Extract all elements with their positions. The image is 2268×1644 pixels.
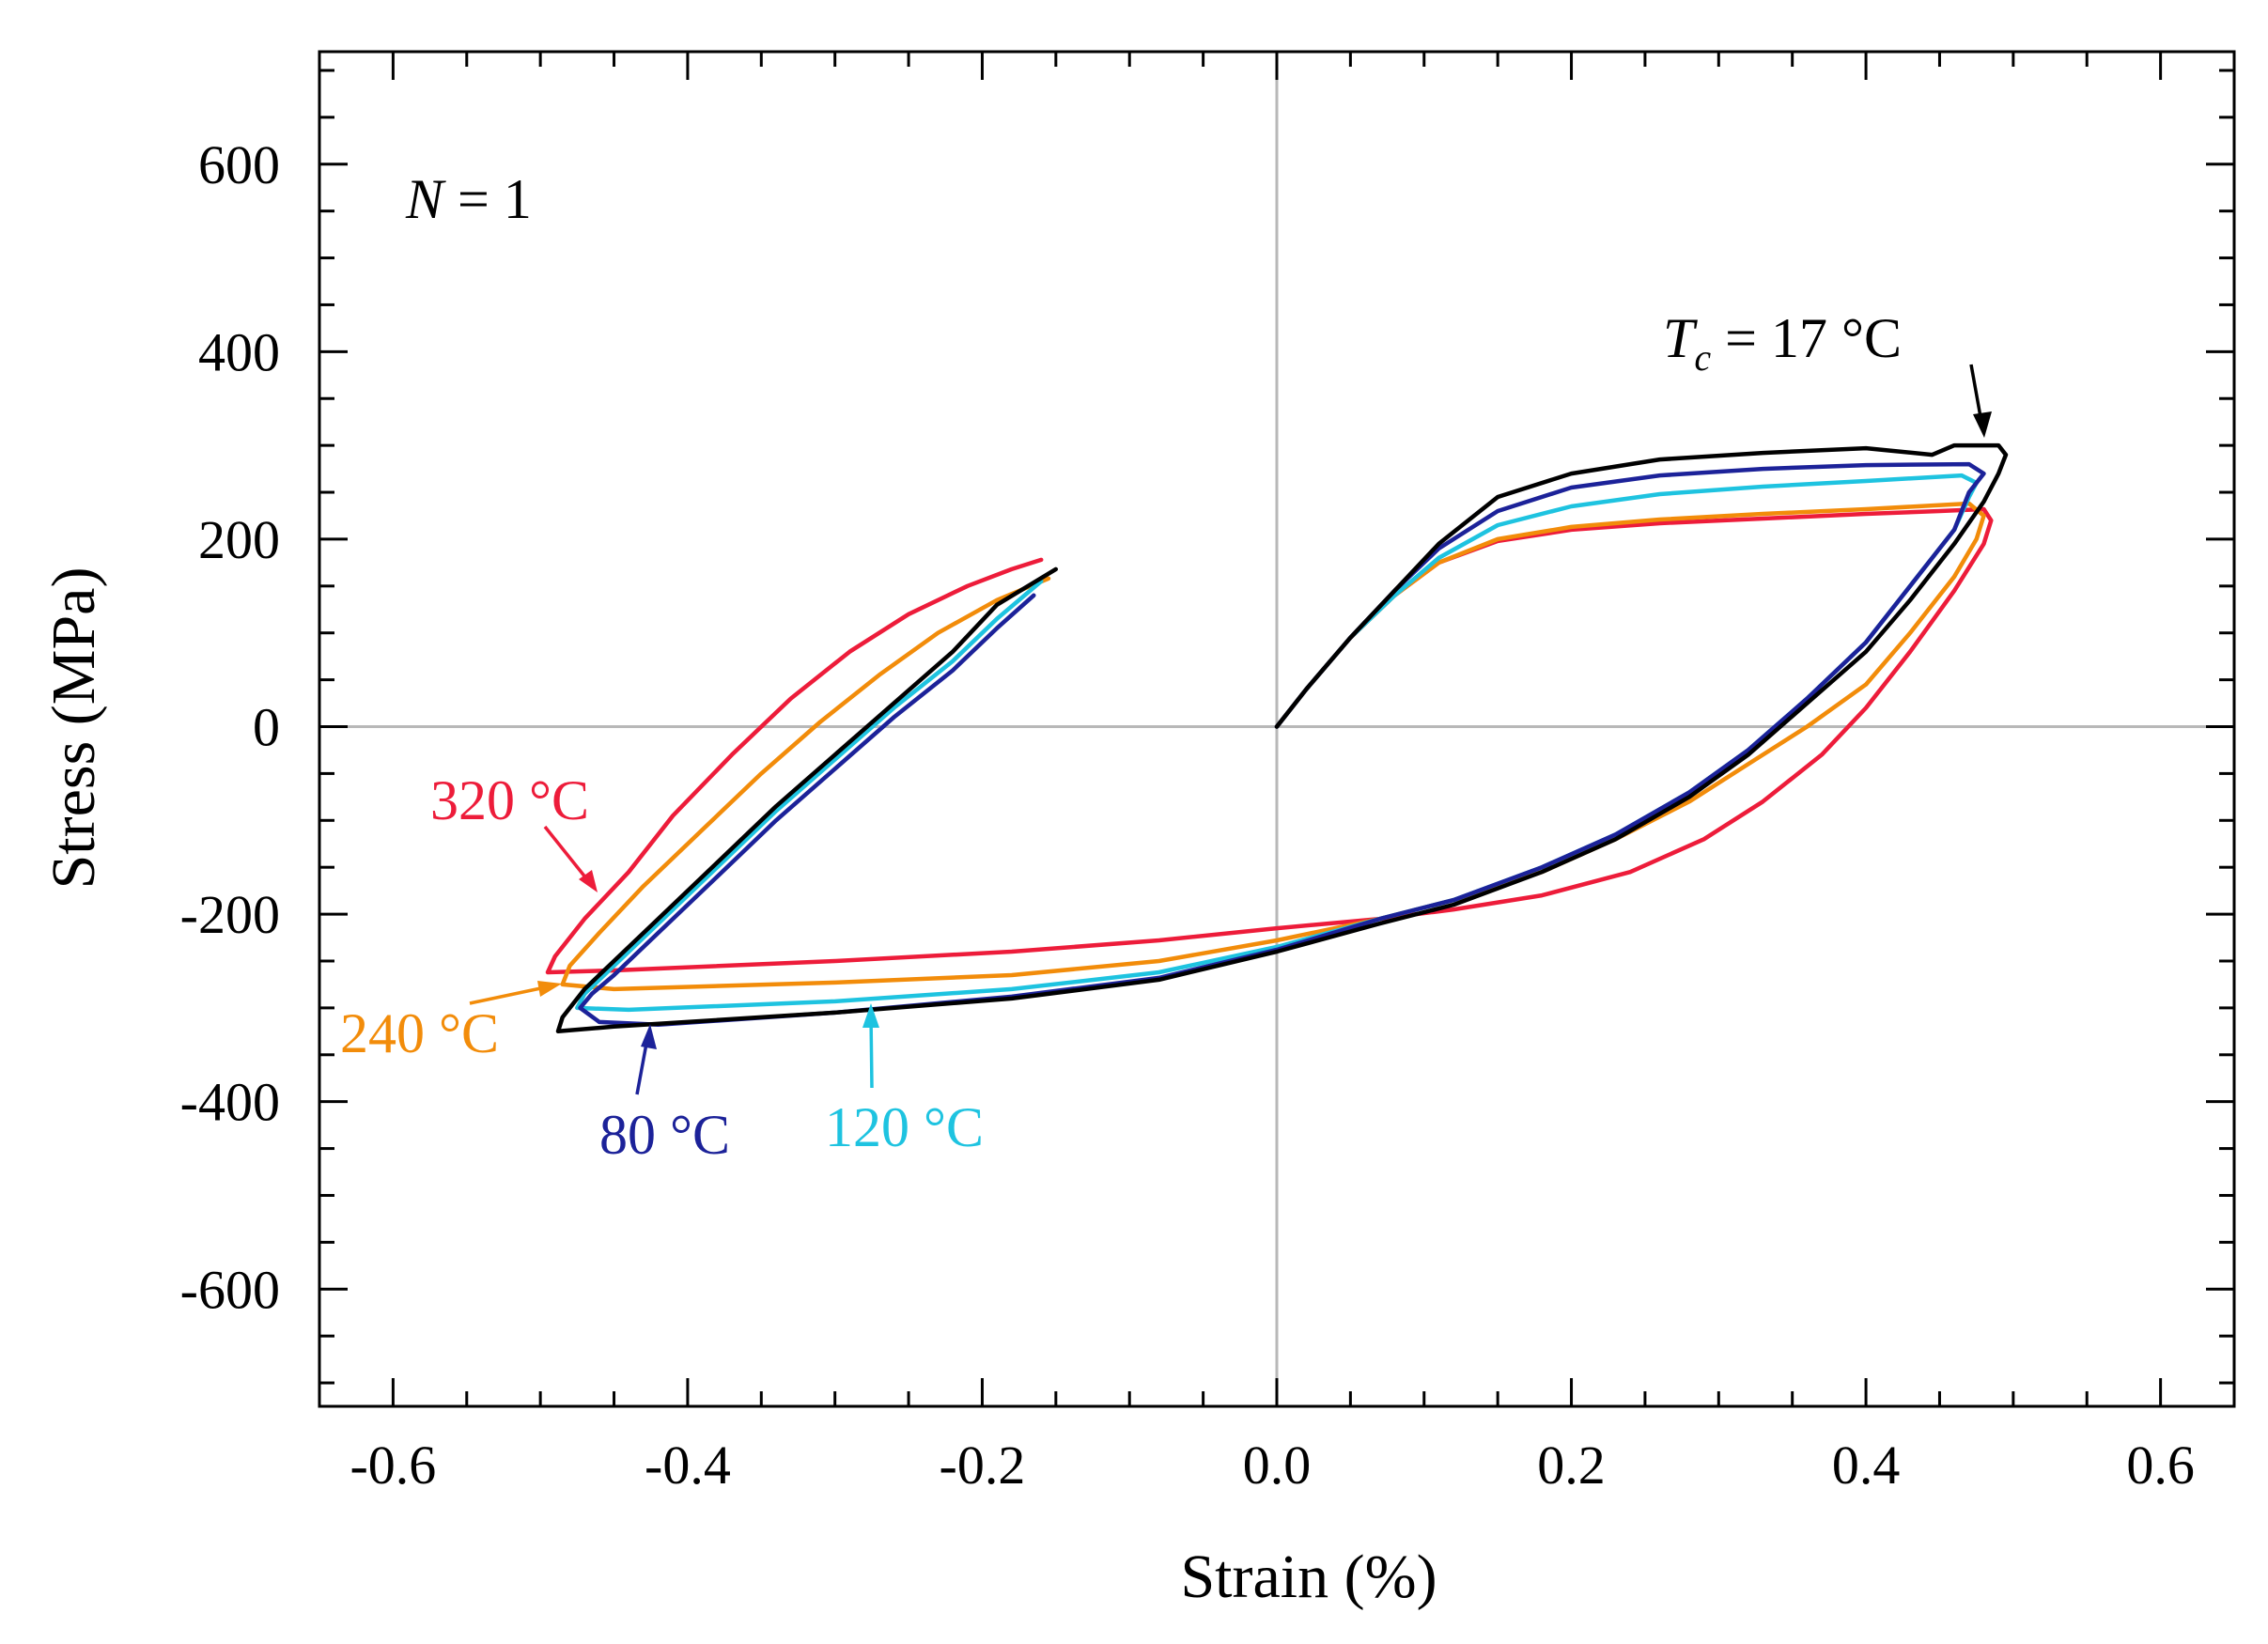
y-tick-label: -600 (180, 1259, 280, 1320)
y-tick-labels: 600 400 200 0 -200 -400 -600 (180, 134, 280, 1321)
y-tick-label: 200 (198, 509, 280, 570)
arrow-320c-head (579, 870, 598, 892)
zero-lines (319, 52, 2234, 1406)
label-tc-value: = 17 °C (1711, 307, 1902, 369)
y-axis-title: Stress (MPa) (39, 567, 108, 890)
label-tc-sub: c (1694, 336, 1711, 379)
label-tc-17: Tc = 17 °C (1663, 307, 1902, 379)
cycle-value: = 1 (443, 168, 532, 230)
arrow-80c-head (641, 1024, 657, 1049)
x-tick-label: 0.4 (1832, 1435, 1901, 1496)
y-tick-label: 600 (198, 134, 280, 195)
label-120c: 120 °C (825, 1096, 984, 1158)
minor-ticks (318, 52, 2236, 1406)
plot-frame (318, 50, 2236, 1408)
arrow-tc-17-head (1973, 411, 1992, 438)
label-80c: 80 °C (599, 1104, 730, 1166)
x-tick-label: -0.2 (940, 1435, 1026, 1496)
series-line-tc-17-c (555, 442, 2009, 1034)
arrow-320c (543, 825, 592, 885)
label-tc-var: T (1663, 307, 1698, 369)
x-tick-label: -0.4 (645, 1435, 731, 1496)
series-group (545, 442, 2009, 1034)
series-line-240-c (560, 501, 1986, 992)
x-axis-title: Strain (%) (1180, 1543, 1437, 1611)
y-tick-label: 400 (198, 321, 280, 382)
cycle-label: N = 1 (405, 168, 532, 230)
annotation-arrows (469, 364, 1992, 1095)
arrow-240c (469, 985, 551, 1005)
label-240c: 240 °C (340, 1002, 499, 1064)
series-line-320-c (545, 506, 1994, 975)
x-tick-label: 0.0 (1243, 1435, 1312, 1496)
cycle-var: N (405, 168, 446, 230)
x-tick-label: 0.2 (1537, 1435, 1606, 1496)
y-tick-label: -400 (180, 1072, 280, 1133)
major-ticks (319, 52, 2234, 1406)
x-tick-label: -0.6 (350, 1435, 436, 1496)
x-tick-labels: -0.6 -0.4 -0.2 0.0 0.2 0.4 0.6 (350, 1435, 2194, 1496)
arrow-240c-head (537, 981, 562, 997)
x-tick-label: 0.6 (2126, 1435, 2195, 1496)
y-tick-label: -200 (180, 884, 280, 945)
series-line-80-c (578, 461, 1986, 1028)
y-tick-label: 0 (253, 697, 280, 758)
label-320c: 320 °C (430, 769, 589, 831)
arrow-120c-head (862, 1003, 879, 1028)
